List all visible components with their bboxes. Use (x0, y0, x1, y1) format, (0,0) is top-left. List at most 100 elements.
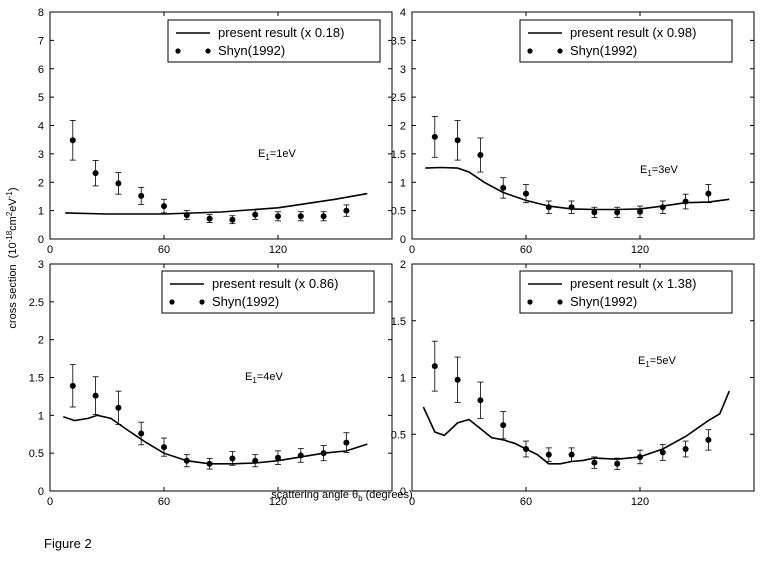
data-point (500, 422, 507, 429)
data-point (229, 455, 236, 462)
x-tick-label: 120 (269, 496, 287, 508)
data-point (275, 213, 281, 220)
y-tick-label: 3.5 (391, 35, 406, 47)
y-tick-label: 2 (400, 121, 406, 133)
data-point (431, 133, 438, 140)
data-point (454, 137, 461, 144)
y-tick-label: 0 (400, 486, 406, 498)
y-tick-label: 1.5 (29, 373, 44, 385)
legend-dot-swatch (175, 48, 181, 54)
energy-annotation: E1=1eV (258, 148, 296, 162)
legend-label: present result (x 0.86) (212, 276, 338, 291)
data-point (275, 454, 281, 461)
y-tick-label: 5 (38, 92, 44, 104)
x-tick-label: 120 (631, 244, 649, 256)
data-point (252, 211, 259, 218)
y-tick-label: 7 (38, 35, 44, 47)
y-tick-label: 0 (38, 486, 44, 498)
data-point (682, 446, 689, 453)
data-point (138, 192, 145, 199)
figure-caption: Figure 2 (44, 536, 92, 551)
y-tick-label: 2 (38, 335, 44, 347)
data-point (183, 212, 190, 219)
y-tick-label: 0.5 (391, 429, 406, 441)
y-tick-label: 3 (400, 64, 406, 76)
data-point (92, 170, 99, 177)
data-point (320, 213, 327, 220)
x-tick-label: 0 (47, 496, 53, 508)
chart-panel: 0 0.5 1 1.5 2 2.5 3 0 60 120 present result (x 0.8… (29, 259, 393, 508)
y-tick-label: 3 (38, 259, 44, 271)
data-point (161, 444, 167, 451)
data-point (637, 453, 643, 460)
legend-label: Shyn(1992) (212, 294, 279, 309)
y-tick-label: 1 (400, 177, 406, 189)
x-axis-title: scattering angle θb (degrees) (271, 489, 412, 503)
y-tick-label: 1 (38, 206, 44, 218)
legend-dot-swatch (557, 299, 563, 305)
legend-box (167, 19, 381, 63)
y-tick-label: 1.5 (391, 149, 406, 161)
legend-dot-swatch (199, 299, 205, 305)
data-point (343, 207, 350, 214)
data-point (591, 209, 598, 216)
y-tick-label: 1.5 (391, 316, 406, 328)
series-line (425, 166, 730, 211)
series-line (63, 414, 368, 465)
legend-dot-swatch (169, 299, 175, 305)
data-point (568, 451, 575, 458)
x-tick-label: 60 (158, 496, 170, 508)
y-tick-label: 0.5 (29, 448, 44, 460)
y-tick-label: 8 (38, 7, 44, 19)
y-tick-label: 1 (38, 410, 44, 422)
data-point (92, 392, 99, 399)
data-point (614, 460, 621, 467)
data-point (682, 198, 689, 205)
legend-label: Shyn(1992) (570, 43, 637, 58)
chart-panel: 0 0.5 1 1.5 2 2.5 3 3.5 4 0 60 120 present result (x… (391, 7, 755, 256)
x-tick-label: 0 (47, 244, 53, 256)
energy-annotation: E1=3eV (640, 164, 678, 178)
legend-label: Shyn(1992) (218, 43, 285, 58)
legend-label: present result (x 0.98) (570, 25, 696, 40)
y-tick-label: 4 (400, 7, 406, 19)
series-line (422, 390, 731, 465)
data-point (206, 215, 213, 222)
data-point (705, 436, 712, 443)
data-point (523, 446, 529, 453)
data-point (500, 184, 507, 191)
energy-annotation: E1=4eV (245, 371, 283, 385)
data-point (229, 216, 236, 223)
data-point (431, 363, 438, 370)
x-tick-label: 0 (409, 496, 415, 508)
data-point (659, 449, 666, 456)
x-tick-label: 120 (269, 244, 287, 256)
data-point (161, 203, 167, 210)
data-point (69, 137, 76, 144)
series-line (65, 192, 368, 215)
y-tick-label: 2.5 (391, 92, 406, 104)
data-point (659, 204, 666, 211)
legend-dot-swatch (527, 299, 533, 305)
data-point (614, 209, 621, 216)
legend-box (519, 270, 733, 314)
y-axis-title: cross section (10-18cm2eV-1) (5, 187, 19, 328)
y-tick-label: 3 (38, 149, 44, 161)
chart-panel: 0 0.5 1 1.5 2 0 60 120 present result (x 1.38) Sh… (391, 259, 755, 508)
data-point (637, 208, 643, 215)
data-point (183, 457, 190, 464)
data-point (523, 190, 529, 197)
x-tick-label: 120 (631, 496, 649, 508)
data-point (320, 450, 327, 457)
data-point (591, 459, 598, 466)
legend-dot-swatch (205, 48, 211, 54)
x-tick-label: 60 (520, 496, 532, 508)
legend-box (161, 270, 375, 314)
y-tick-label: 2.5 (29, 297, 44, 309)
data-point (343, 439, 350, 446)
y-tick-label: 2 (38, 177, 44, 189)
x-tick-label: 0 (409, 244, 415, 256)
data-point (206, 460, 213, 467)
x-tick-label: 60 (158, 244, 170, 256)
